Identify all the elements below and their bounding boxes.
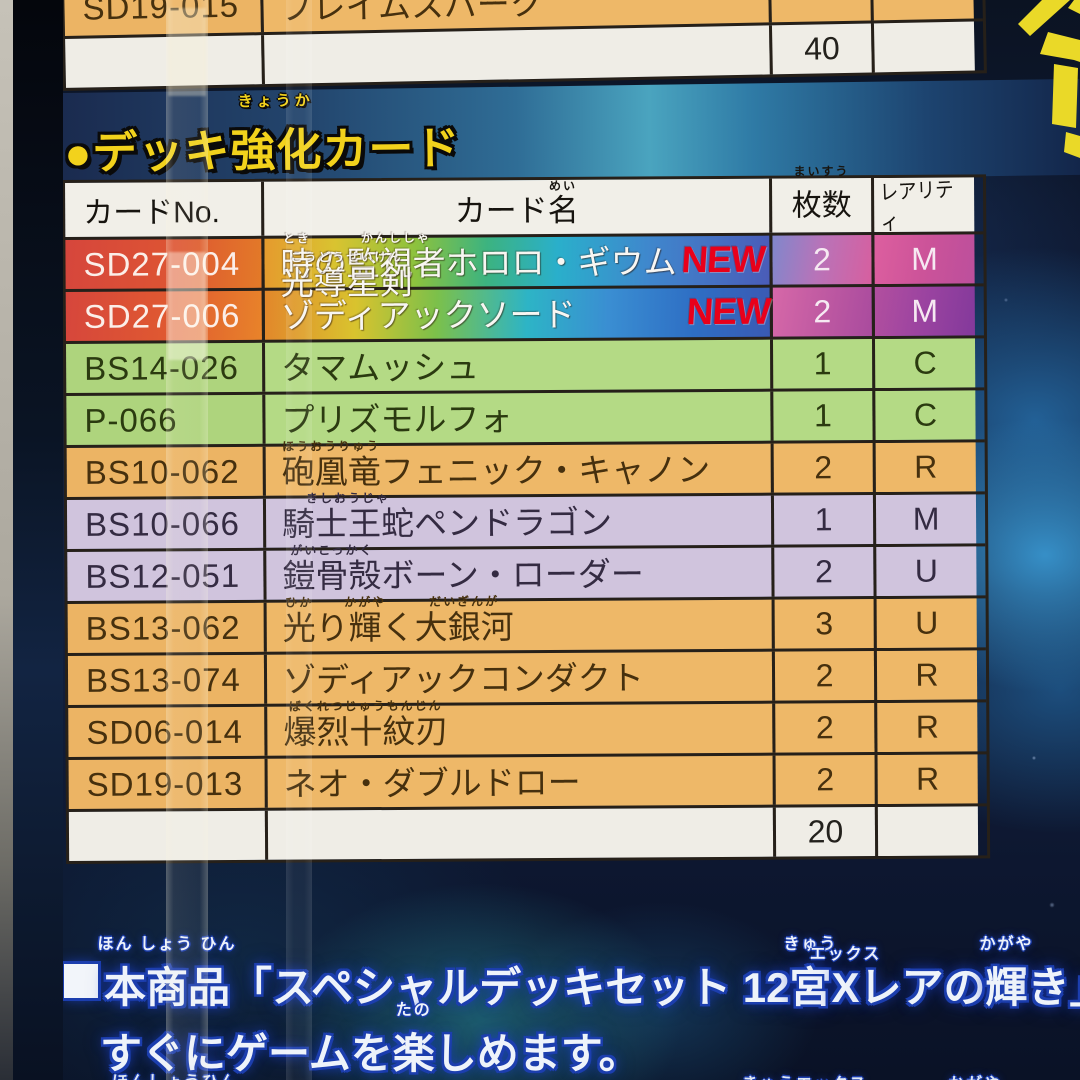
table-row: SD19-013 ネオ・ダブルドロー 2 R [68, 751, 987, 809]
new-badge: NEW [685, 290, 772, 333]
card-name-cell: ゾディアックコンダクト [263, 651, 773, 704]
footer-line-1: 本商品 ほん しょう ひん 「スペシャルデッキセット 12宮 きゅう X エックス レアの輝… [64, 930, 1080, 1015]
empty-cell [870, 21, 975, 73]
bullet-square-icon [64, 964, 98, 998]
footer-line-2-text: すぐにゲームを楽 たの しめます。 [100, 1002, 641, 1078]
rarity-cell: C [872, 390, 976, 441]
package-edge-shadow [13, 0, 63, 1080]
empty-cell [68, 810, 266, 861]
table-row: BS10-062 砲凰竜 ほうおうりゅう フェニック・キャノン 2 R [66, 439, 985, 497]
rarity-cell: M [872, 494, 977, 545]
empty-cell [261, 25, 770, 85]
table-row: BS14-026 タマムッシュ 1 C [65, 335, 985, 393]
card-no-cell: BS13-062 [67, 602, 264, 653]
qty-cell: 2 [769, 287, 872, 337]
rarity-cell [869, 0, 974, 21]
empty-cell [65, 35, 262, 88]
header-rarity: レアリティ [871, 177, 975, 235]
table-header-row: カードNo. カード名めい 枚数 まいすう レアリティ [65, 164, 983, 237]
total-qty-cell: 40 [768, 23, 872, 75]
card-name-cell: 光導星剣 こうどうせいけん ゾディアックソード NEW [261, 250, 772, 340]
rarity-cell: M [871, 286, 975, 337]
qty-cell: 1 [769, 339, 873, 389]
qty-cell: 2 [772, 755, 875, 805]
card-name-cell: 鎧骨殻 がいこっかく ボーン・ローダー [263, 543, 772, 600]
qty-cell: 2 [770, 443, 873, 493]
card-no-cell: SD27-006 [65, 290, 262, 341]
empty-cell [264, 807, 774, 860]
card-no-cell: P-066 [66, 394, 263, 445]
yellow-kanji-art-partial [1018, 0, 1080, 158]
rarity-cell: M [871, 234, 975, 285]
table-row: SD06-014 爆烈十紋刃 ばくれつじゅうもんじん 2 R [68, 699, 987, 757]
table-row: BS13-074 ゾディアックコンダクト 2 R [67, 647, 987, 705]
rarity-cell: R [874, 702, 978, 753]
table-row: SD27-006 光導星剣 こうどうせいけん ゾディアックソード NEW 2 M [65, 250, 984, 341]
header-qty: 枚数 まいすう [769, 164, 872, 233]
qty-cell: 2 [772, 703, 875, 753]
header-card-name: カード名めい [261, 178, 770, 236]
package-edge-highlight [0, 0, 13, 1080]
main-deck-table-partial: SD19-015 フレイムスパーク 40 [60, 0, 987, 91]
rarity-cell: R [873, 650, 978, 701]
qty-cell: 3 [771, 599, 874, 649]
section-heading-deck-boost-cards: ●デッキ強化 きょうか カード [63, 92, 461, 179]
deck-boost-table: カードNo. カード名めい 枚数 まいすう レアリティ SD27-004 時ときの… [62, 164, 991, 864]
qty-cell [767, 0, 871, 23]
card-no-cell: SD19-015 [63, 0, 261, 36]
card-name-cell: 騎士王蛇 きしおうじゃ ペンドラゴン [262, 491, 772, 548]
qty-cell: 2 [771, 651, 875, 701]
card-no-cell: BS12-051 [67, 550, 264, 601]
card-no-cell: SD06-014 [68, 706, 265, 757]
empty-cell [874, 806, 979, 857]
header-rarity-label: レアリティ [879, 178, 954, 235]
rarity-cell: U [873, 598, 977, 649]
qty-cell: 1 [770, 495, 874, 545]
card-name-cell: ネオ・ダブルドロー [264, 755, 773, 808]
qty-cell: 2 [769, 235, 872, 285]
rarity-cell: C [871, 338, 976, 389]
footer-line-1-text: 本商品 ほん しょう ひん 「スペシャルデッキセット 12宮 きゅう X エックス レアの輝… [97, 936, 1080, 1012]
card-name-cell: 砲凰竜 ほうおうりゅう フェニック・キャノン [262, 439, 771, 496]
card-no-cell: SD19-013 [68, 758, 265, 809]
table-row: P-066 プリズモルフォ 1 C [66, 387, 985, 445]
qty-cell: 2 [771, 547, 874, 597]
card-name-cell: プリズモルフォ [262, 391, 771, 444]
total-qty-cell: 20 [772, 807, 876, 857]
rarity-cell: R [872, 442, 976, 493]
card-no-cell: BS13-074 [67, 654, 265, 705]
qty-cell: 1 [770, 391, 873, 441]
table-row: SD27-004 時とき の監視者 かんししゃ ホロロ・ギウム NEW 2 M [65, 231, 984, 289]
footer-partial-furigana: かがや [948, 1070, 1002, 1080]
table-row: BS13-062 光ひかり輝かがやく大銀河 だいぎんが 3 U [67, 594, 986, 653]
header-card-no: カードNo. [65, 181, 262, 237]
card-no-cell: BS14-026 [66, 342, 263, 393]
card-name-cell: 光ひかり輝かがやく大銀河 だいぎんが [263, 594, 772, 652]
table-row: BS12-051 鎧骨殻 がいこっかく ボーン・ローダー 2 U [67, 543, 986, 601]
table-row: BS10-066 騎士王蛇 きしおうじゃ ペンドラゴン 1 M [66, 491, 986, 549]
total-row: 20 [68, 803, 988, 861]
new-badge: NEW [680, 238, 767, 281]
card-name-cell: タマムッシュ [261, 339, 771, 392]
footer-line-2: すぐにゲームを楽 たの しめます。 [100, 1000, 641, 1080]
card-no-cell: BS10-066 [66, 498, 264, 549]
card-name-cell: 爆烈十紋刃 ばくれつじゅうもんじん [264, 699, 773, 756]
card-no-cell: SD27-004 [65, 238, 262, 289]
rarity-cell: R [874, 754, 978, 805]
card-no-cell: BS10-062 [66, 446, 263, 497]
footer-partial-furigana: きゅうエックス [742, 1070, 868, 1080]
rarity-cell: U [873, 546, 977, 597]
